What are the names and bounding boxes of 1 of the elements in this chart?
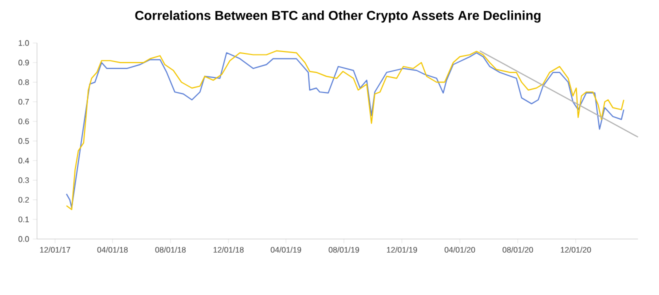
- chart-title: Correlations Between BTC and Other Crypto Assets Are Declining: [135, 10, 540, 23]
